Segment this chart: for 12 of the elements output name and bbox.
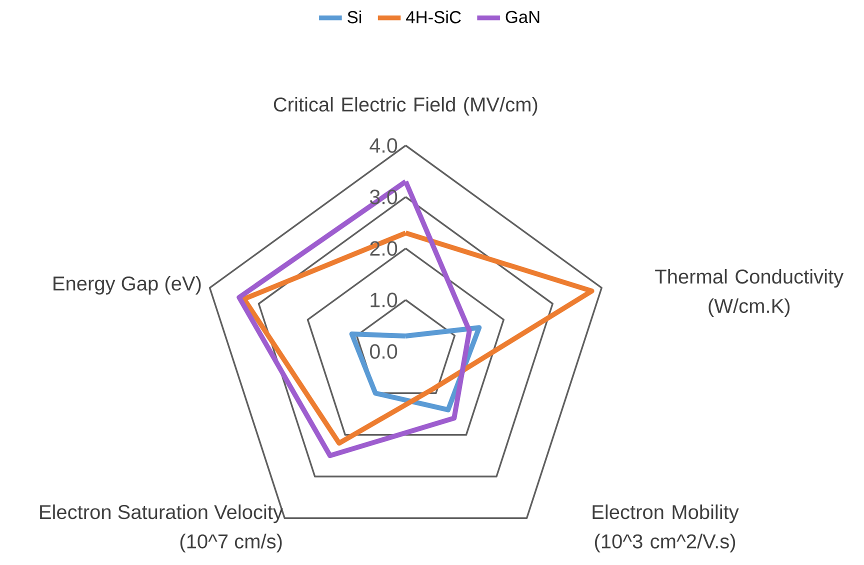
spoke-label: Electron Saturation Velocity (10^7 cm/s) bbox=[40, 504, 283, 552]
spoke-label: Critical Electric Field (MV/cm) bbox=[274, 96, 538, 116]
legend-label: Si bbox=[348, 10, 362, 24]
spoke-label: Energy Gap (eV) bbox=[54, 276, 201, 295]
y-tick-label: 0.0 bbox=[370, 344, 398, 359]
legend-label: 4H-SiC bbox=[406, 10, 461, 24]
legend-label: GaN bbox=[506, 10, 540, 24]
y-tick-label: 1.0 bbox=[370, 292, 398, 308]
y-tick-label: 2.0 bbox=[370, 241, 398, 256]
spoke-label: Electron Mobility (10^3 cm^2/V.s) bbox=[592, 504, 739, 552]
spoke-label: Thermal Conductivity (W/cm.K) bbox=[655, 269, 844, 317]
y-tick-label: 4.0 bbox=[370, 138, 398, 153]
